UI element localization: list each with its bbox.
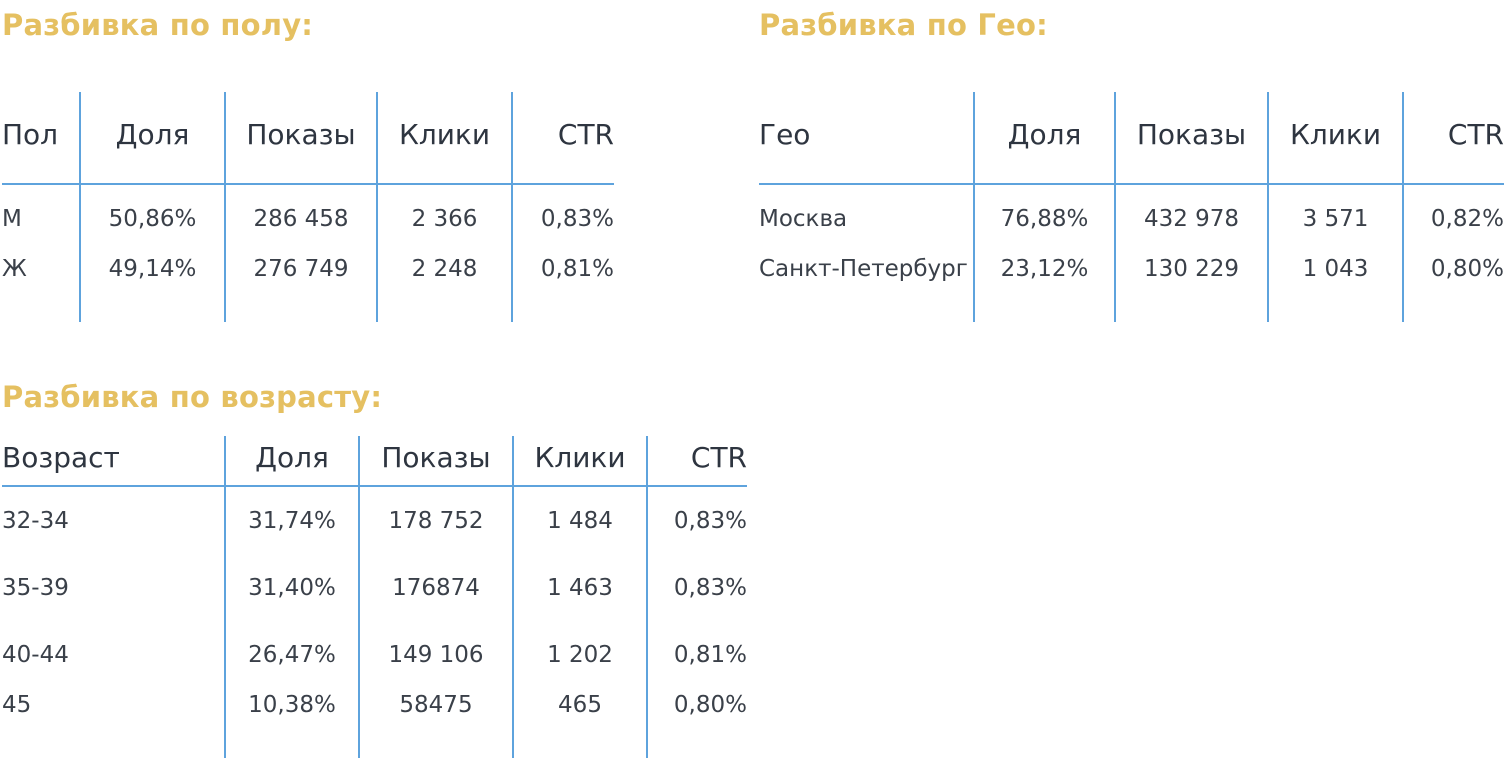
header-share: Доля [224,436,359,487]
table-row: Санкт-Петербург 23,12% 130 229 1 043 0,8… [759,252,1504,322]
cell-share: 26,47% [224,621,359,688]
table-header-row: Гео Доля Показы Клики CTR [759,92,1504,185]
cell-share: 31,40% [224,554,359,621]
header-age: Возраст [2,436,225,487]
cell-ctr: 0,83% [511,184,614,252]
table-row: 35-39 31,40% 176874 1 463 0,83% [2,554,747,621]
header-clicks: Клики [512,436,647,487]
gender-title: Разбивка по полу: [2,8,314,42]
geo-table: Гео Доля Показы Клики CTR Москва 76,88% … [759,92,1504,322]
header-clicks: Клики [1267,92,1403,185]
cell-impressions: 432 978 [1114,184,1268,252]
table-row: 40-44 26,47% 149 106 1 202 0,81% [2,621,747,688]
gender-table: Пол Доля Показы Клики CTR М 50,86% 286 4… [2,92,614,322]
cell-share: 31,74% [224,486,359,554]
header-share: Доля [79,92,225,185]
header-ctr: CTR [511,92,614,185]
header-impressions: Показы [224,92,377,185]
age-table: Возраст Доля Показы Клики CTR 32-34 31,7… [2,436,747,758]
header-geo: Гео [759,92,974,185]
cell-impressions: 176874 [358,554,513,621]
cell-clicks: 1 202 [512,621,647,688]
cell-share: 23,12% [973,252,1115,322]
cell-impressions: 130 229 [1114,252,1268,322]
geo-section: Разбивка по Гео: Гео Доля Показы Клики C… [759,0,1505,322]
cell-clicks: 1 043 [1267,252,1403,322]
cell-share: 49,14% [79,252,225,322]
cell-clicks: 1 463 [512,554,647,621]
cell-clicks: 2 248 [376,252,512,322]
cell-impressions: 276 749 [224,252,377,322]
cell-clicks: 3 571 [1267,184,1403,252]
table-row: 45 10,38% 58475 465 0,80% [2,688,747,758]
table-header-row: Пол Доля Показы Клики CTR [2,92,614,185]
cell-impressions: 286 458 [224,184,377,252]
cell-ctr: 0,81% [511,252,614,322]
header-gender: Пол [2,92,80,185]
table-row: 32-34 31,74% 178 752 1 484 0,83% [2,486,747,554]
cell-impressions: 178 752 [358,486,513,554]
cell-share: 50,86% [79,184,225,252]
cell-gender: М [2,205,22,232]
gender-section: Разбивка по полу: Пол Доля Показы Клики … [2,0,622,322]
header-share: Доля [973,92,1115,185]
header-ctr: CTR [1402,92,1504,185]
table-header-row: Возраст Доля Показы Клики CTR [2,436,747,487]
cell-ctr: 0,81% [646,621,747,688]
geo-title: Разбивка по Гео: [759,8,1048,42]
cell-impressions: 149 106 [358,621,513,688]
cell-age: 40-44 [2,641,69,668]
cell-share: 10,38% [224,688,359,758]
header-clicks: Клики [376,92,512,185]
cell-age: 32-34 [2,507,69,534]
cell-age: 45 [2,692,32,718]
age-title: Разбивка по возрасту: [2,380,383,414]
cell-share: 76,88% [973,184,1115,252]
cell-ctr: 0,82% [1402,184,1504,252]
cell-clicks: 465 [512,688,647,758]
cell-clicks: 1 484 [512,486,647,554]
header-impressions: Показы [358,436,513,487]
cell-geo: Санкт-Петербург [759,256,968,282]
cell-ctr: 0,83% [646,486,747,554]
table-row: М 50,86% 286 458 2 366 0,83% [2,184,614,252]
cell-clicks: 2 366 [376,184,512,252]
cell-geo: Москва [759,205,848,232]
cell-ctr: 0,80% [1402,252,1504,322]
table-row: Москва 76,88% 432 978 3 571 0,82% [759,184,1504,252]
cell-impressions: 58475 [358,688,513,758]
cell-ctr: 0,80% [646,688,747,758]
table-row: Ж 49,14% 276 749 2 248 0,81% [2,252,614,322]
header-impressions: Показы [1114,92,1268,185]
age-section: Разбивка по возрасту: Возраст Доля Показ… [2,370,762,767]
cell-age: 35-39 [2,574,69,601]
cell-gender: Ж [2,256,27,282]
cell-ctr: 0,83% [646,554,747,621]
header-ctr: CTR [646,436,747,487]
